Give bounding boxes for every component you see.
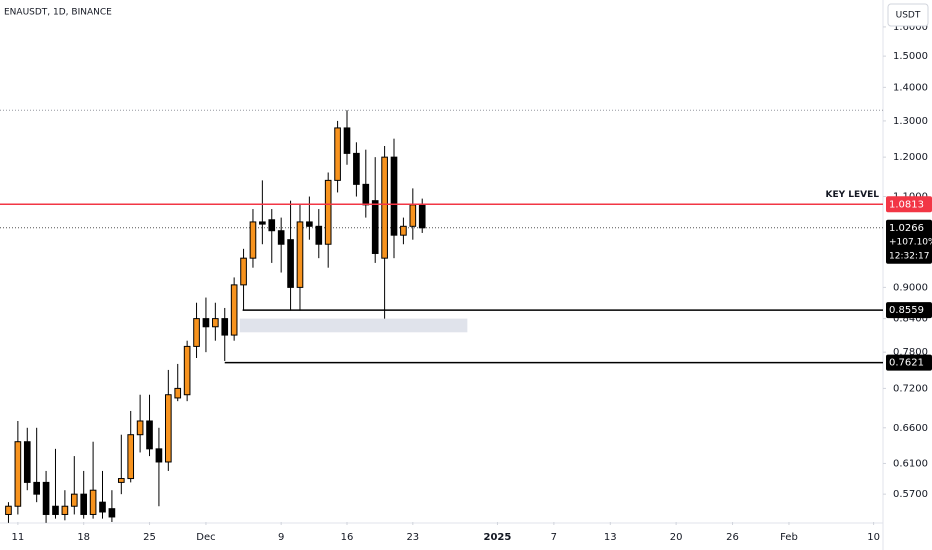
candle-body	[315, 225, 323, 245]
countdown-label: 12:32:17	[889, 251, 929, 261]
last-change-label: +107.10%	[889, 237, 932, 247]
candle-body	[14, 441, 22, 507]
candle-body	[183, 345, 191, 396]
currency-box[interactable]	[887, 3, 929, 27]
candle-body	[334, 127, 341, 181]
candle-body	[259, 221, 266, 225]
key-level-badge-label: 1.0813	[889, 199, 924, 210]
x-tick-label: 2025	[484, 532, 512, 543]
candle-body	[202, 318, 210, 328]
candle-body	[70, 493, 78, 507]
candle-body	[108, 508, 116, 518]
y-tick-label: 0.7800	[893, 347, 928, 358]
y-tick-label: 0.9000	[893, 282, 928, 293]
price-badge	[886, 354, 932, 371]
x-tick-label: 7	[551, 532, 557, 543]
candle-body	[221, 318, 229, 336]
candle-body	[42, 481, 50, 515]
x-tick-label: 20	[670, 532, 683, 543]
candle-body	[343, 127, 351, 154]
x-tick-label: 11	[11, 532, 24, 543]
demand-zone	[239, 318, 468, 333]
x-tick-label: 25	[143, 532, 156, 543]
candle-body	[52, 505, 59, 515]
candle-body	[174, 387, 182, 399]
x-tick-label: 18	[77, 532, 90, 543]
y-tick-label: 0.6100	[893, 458, 928, 469]
candle-body	[23, 441, 31, 483]
candle-body	[127, 434, 135, 480]
candle-body	[418, 204, 426, 229]
candle-body	[80, 493, 88, 515]
candle-body	[268, 219, 276, 232]
candle-body	[409, 204, 417, 227]
candle-body	[362, 183, 370, 206]
currency-label[interactable]: USDT	[896, 11, 921, 21]
candle-body	[89, 489, 97, 515]
candle-body	[230, 284, 238, 336]
key-level-label: KEY LEVEL	[825, 190, 879, 200]
candle-body	[117, 478, 125, 483]
y-tick-label: 1.3000	[893, 116, 928, 127]
x-tick-label: 16	[341, 532, 354, 543]
candle-body	[353, 152, 360, 185]
candle-body	[400, 225, 407, 236]
candle-body	[249, 221, 257, 259]
candle-body	[390, 156, 398, 236]
candle-body	[5, 505, 12, 515]
y-tick-label: 0.7200	[893, 383, 928, 394]
candle-body	[371, 200, 379, 254]
candle-body	[61, 505, 69, 515]
candle-body	[296, 221, 304, 288]
candle-body	[165, 394, 172, 463]
candle-body	[287, 239, 294, 288]
plot-area: KEY LEVEL	[0, 109, 883, 523]
y-tick-label: 1.2000	[893, 152, 928, 163]
candle-body	[193, 318, 200, 347]
candle-body	[240, 257, 247, 286]
last-price-badge	[886, 219, 932, 264]
x-tick-label: 9	[278, 532, 284, 543]
x-tick-label: Dec	[196, 532, 215, 543]
candle-body	[306, 221, 313, 227]
key-level-badge	[886, 196, 932, 213]
candle-body	[277, 230, 285, 245]
candle-body	[146, 420, 153, 450]
y-tick-label: 1.4000	[893, 82, 928, 93]
candle-body	[212, 318, 219, 328]
candle-body	[33, 481, 40, 495]
price-axis: 1.60001.50001.40001.30001.20001.10000.90…	[883, 22, 932, 500]
candle-body	[136, 420, 144, 436]
candle-body	[381, 156, 388, 259]
symbol-title: ENAUSDT, 1D, BINANCE	[4, 8, 112, 18]
price-badge	[886, 302, 932, 319]
y-tick-label: 0.5700	[893, 489, 928, 500]
x-tick-label: 13	[604, 532, 617, 543]
candle-body	[155, 448, 163, 463]
price-badge-label: 0.7621	[889, 358, 924, 369]
x-tick-label: 26	[726, 532, 739, 543]
y-tick-label: 1.5000	[893, 51, 928, 62]
y-tick-label: 0.6600	[893, 423, 928, 434]
x-tick-label: Feb	[780, 532, 798, 543]
last-price-label: 1.0266	[889, 223, 924, 234]
x-tick-label: 10	[867, 532, 880, 543]
y-tick-label: 1.6000	[893, 22, 928, 33]
x-tick-label: 23	[406, 532, 419, 543]
candle-body	[99, 501, 106, 513]
candle-body	[324, 179, 332, 245]
price-badge-label: 0.8559	[889, 305, 924, 316]
y-tick-label: 0.8400	[893, 314, 928, 325]
